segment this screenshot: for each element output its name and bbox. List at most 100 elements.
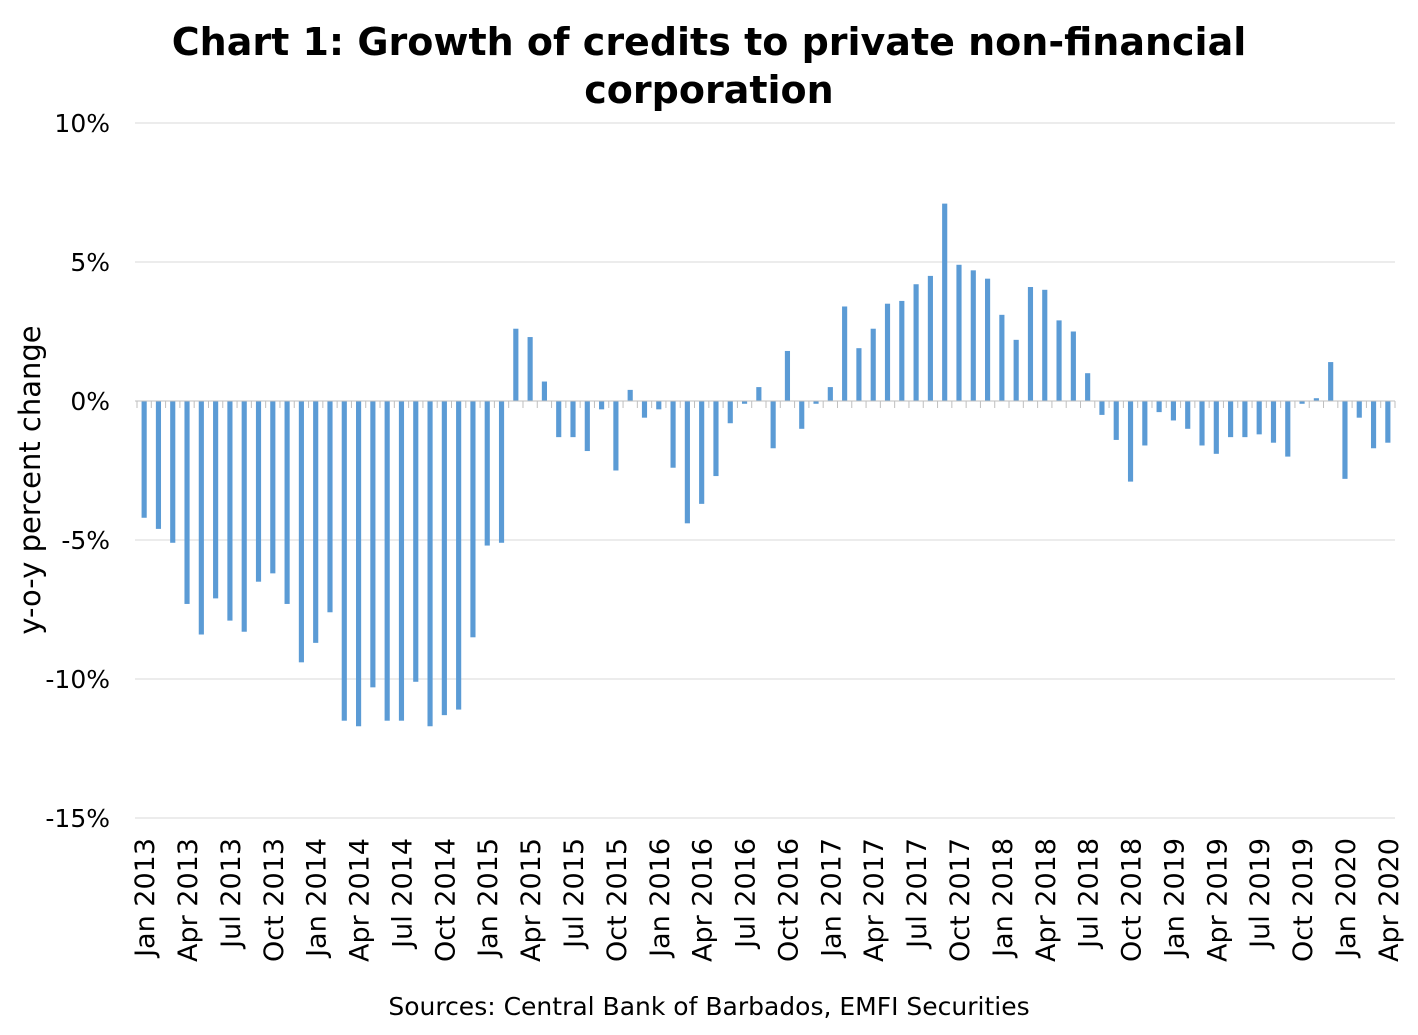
bar bbox=[470, 401, 476, 638]
bar bbox=[1313, 398, 1319, 401]
bar bbox=[927, 275, 933, 401]
bar bbox=[1356, 401, 1362, 418]
x-tick-label: Oct 2015 bbox=[602, 838, 633, 962]
bar bbox=[870, 328, 876, 401]
bar bbox=[341, 401, 347, 721]
bar bbox=[213, 401, 219, 599]
x-tick-label: Apr 2014 bbox=[345, 838, 376, 962]
x-tick-label: Jan 2015 bbox=[473, 838, 504, 959]
bar bbox=[1299, 401, 1305, 404]
bar bbox=[1056, 320, 1062, 401]
y-axis-ticks: 10% 5% 0% -5% -10% -15% bbox=[45, 109, 110, 833]
bar bbox=[441, 401, 447, 716]
chart-source: Sources: Central Bank of Barbados, EMFI … bbox=[388, 992, 1030, 1021]
bars bbox=[141, 203, 1391, 727]
bar bbox=[956, 264, 962, 401]
bar bbox=[1085, 373, 1091, 401]
bar bbox=[784, 350, 791, 401]
chart-title-line-1: Chart 1: Growth of credits to private no… bbox=[171, 20, 1247, 64]
x-tick-label: Jul 2017 bbox=[902, 838, 933, 950]
bar bbox=[1099, 401, 1105, 415]
gridlines bbox=[135, 122, 1395, 819]
bar bbox=[856, 348, 862, 401]
bar bbox=[913, 284, 919, 401]
bar bbox=[184, 401, 190, 604]
bar bbox=[198, 401, 204, 635]
bar bbox=[1042, 289, 1048, 401]
bar bbox=[1328, 362, 1334, 401]
bar bbox=[255, 401, 262, 582]
bar bbox=[384, 401, 390, 721]
x-tick-label: Oct 2018 bbox=[1117, 838, 1148, 962]
bar bbox=[413, 401, 419, 682]
x-tick-label: Jul 2014 bbox=[387, 838, 418, 950]
x-tick-label: Jul 2018 bbox=[1074, 838, 1105, 950]
bar bbox=[1156, 401, 1162, 413]
bar bbox=[1185, 401, 1191, 429]
bar bbox=[1270, 401, 1277, 443]
x-tick-label: Oct 2014 bbox=[430, 838, 461, 962]
x-tick-label: Apr 2019 bbox=[1202, 838, 1233, 962]
bar bbox=[727, 401, 733, 424]
bar bbox=[942, 203, 948, 401]
bar bbox=[1228, 401, 1234, 438]
bar bbox=[985, 278, 991, 401]
bar bbox=[456, 401, 462, 710]
bar bbox=[713, 401, 719, 477]
bar bbox=[155, 401, 162, 529]
y-tick-label: 5% bbox=[70, 248, 110, 277]
x-tick-label: Apr 2018 bbox=[1031, 838, 1062, 962]
bar bbox=[1199, 401, 1205, 446]
x-axis bbox=[135, 400, 1396, 408]
bar bbox=[1370, 401, 1377, 449]
bar bbox=[570, 401, 576, 438]
bar bbox=[842, 306, 848, 401]
x-tick-label: Apr 2013 bbox=[173, 838, 204, 962]
x-tick-label: Jan 2020 bbox=[1331, 838, 1362, 959]
bar bbox=[756, 387, 762, 401]
bar bbox=[670, 401, 676, 468]
bar bbox=[1242, 401, 1248, 438]
bar bbox=[684, 401, 690, 524]
chart-title: Chart 1: Growth of credits to private no… bbox=[0, 18, 1418, 114]
bar bbox=[484, 401, 490, 546]
x-tick-label: Jul 2013 bbox=[216, 838, 247, 950]
bar bbox=[270, 401, 276, 574]
x-tick-label: Jul 2016 bbox=[731, 838, 762, 950]
bar bbox=[827, 387, 833, 401]
bar bbox=[613, 401, 619, 471]
bar bbox=[170, 401, 176, 543]
bar bbox=[627, 389, 633, 401]
x-tick-label: Apr 2017 bbox=[859, 838, 890, 962]
bar bbox=[741, 401, 748, 404]
x-tick-label: Jul 2019 bbox=[1245, 838, 1276, 950]
chart-title-line-2: corporation bbox=[584, 68, 834, 112]
y-axis-label: y-o-y percent change bbox=[13, 325, 47, 634]
bar bbox=[1142, 401, 1148, 446]
bar bbox=[899, 300, 905, 401]
x-tick-label: Jul 2015 bbox=[559, 838, 590, 950]
bar bbox=[999, 314, 1005, 401]
y-tick-label: -5% bbox=[61, 526, 110, 555]
bar bbox=[813, 401, 819, 404]
bar bbox=[513, 328, 519, 401]
x-axis-ticks: Jan 2013 Apr 2013 Jul 2013 Oct 2013 Jan 2014… bbox=[130, 838, 1405, 962]
bar bbox=[699, 401, 705, 504]
x-tick-label: Apr 2015 bbox=[516, 838, 547, 962]
x-tick-label: Oct 2017 bbox=[945, 838, 976, 962]
bar bbox=[527, 337, 533, 401]
y-tick-label: -15% bbox=[45, 804, 110, 833]
x-tick-label: Jan 2013 bbox=[130, 838, 161, 959]
bar bbox=[327, 401, 333, 613]
bar bbox=[1385, 401, 1391, 443]
bar bbox=[1070, 331, 1076, 401]
bar bbox=[1113, 401, 1119, 440]
bar bbox=[356, 401, 362, 727]
bar bbox=[1127, 401, 1134, 482]
bar bbox=[770, 401, 776, 449]
x-tick-label: Jan 2014 bbox=[302, 838, 333, 959]
bar bbox=[427, 401, 433, 727]
bar bbox=[1213, 401, 1219, 454]
bar bbox=[241, 401, 247, 632]
